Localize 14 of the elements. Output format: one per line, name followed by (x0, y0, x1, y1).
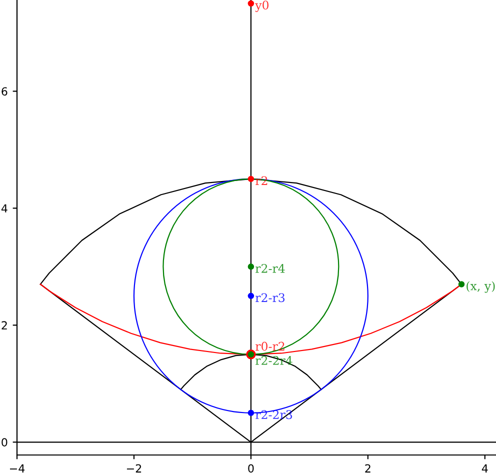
x-tick-label: −2 (126, 464, 142, 472)
y-tick-label: 6 (2, 87, 8, 96)
series-label: r2-r3 (256, 293, 285, 302)
x-tick-label: 4 (482, 464, 488, 472)
series-label: y0 (255, 0, 269, 12)
y-tick-label: 0 (2, 438, 8, 447)
text: r2-r4 (256, 264, 285, 273)
x-tick-label: −4 (10, 464, 25, 472)
x-tick-label: 2 (365, 464, 370, 472)
series-label: (x, y) (466, 281, 495, 293)
y-tick-label: 4 (1, 204, 8, 212)
series-label: r0-r2 (256, 342, 284, 351)
x-tick-label: 0 (248, 464, 254, 473)
y-tick-label: 2 (2, 321, 7, 330)
